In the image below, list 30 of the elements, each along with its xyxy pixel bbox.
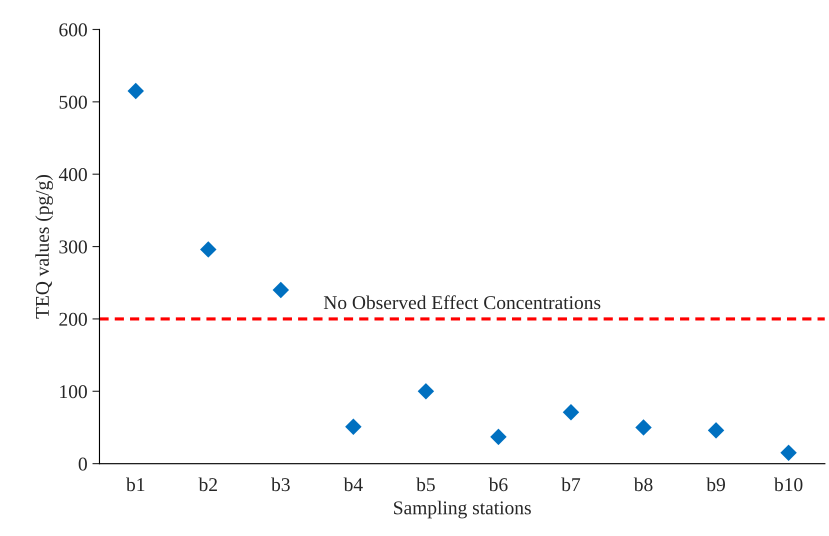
y-tick-label: 300: [59, 240, 87, 254]
y-axis-title: TEQ values (pg/g): [35, 175, 53, 319]
x-tick-label: b8: [634, 478, 652, 492]
x-tick-label: b3: [271, 478, 290, 492]
x-tick-label: b4: [344, 478, 363, 492]
point: [418, 383, 434, 400]
x-tick-label: b10: [774, 478, 802, 492]
x-tick-label: b9: [706, 478, 725, 492]
point: [635, 419, 652, 436]
y-tick-label: 0: [78, 457, 87, 471]
x-axis-title: Sampling stations: [394, 500, 531, 518]
point: [272, 282, 290, 298]
x-tick-label: b6: [488, 478, 508, 492]
point: [128, 82, 144, 100]
x-tick-label: b2: [198, 478, 217, 492]
point: [562, 404, 580, 420]
x-tick-label: b1: [126, 478, 144, 492]
point: [345, 418, 362, 435]
y-tick-label: 600: [59, 23, 87, 36]
point: [708, 422, 724, 439]
point: [490, 428, 507, 446]
y-tick-label: 400: [58, 168, 87, 182]
y-tick-label: 200: [59, 312, 87, 326]
point: [780, 444, 797, 462]
point: [200, 241, 217, 258]
y-tick-label: 500: [60, 96, 87, 109]
x-tick-label: b5: [416, 478, 435, 492]
y-tick-label: 100: [60, 385, 87, 398]
ref-line-label: No Observed Effect Concentrations: [324, 295, 600, 310]
x-tick-label: b7: [561, 478, 580, 492]
